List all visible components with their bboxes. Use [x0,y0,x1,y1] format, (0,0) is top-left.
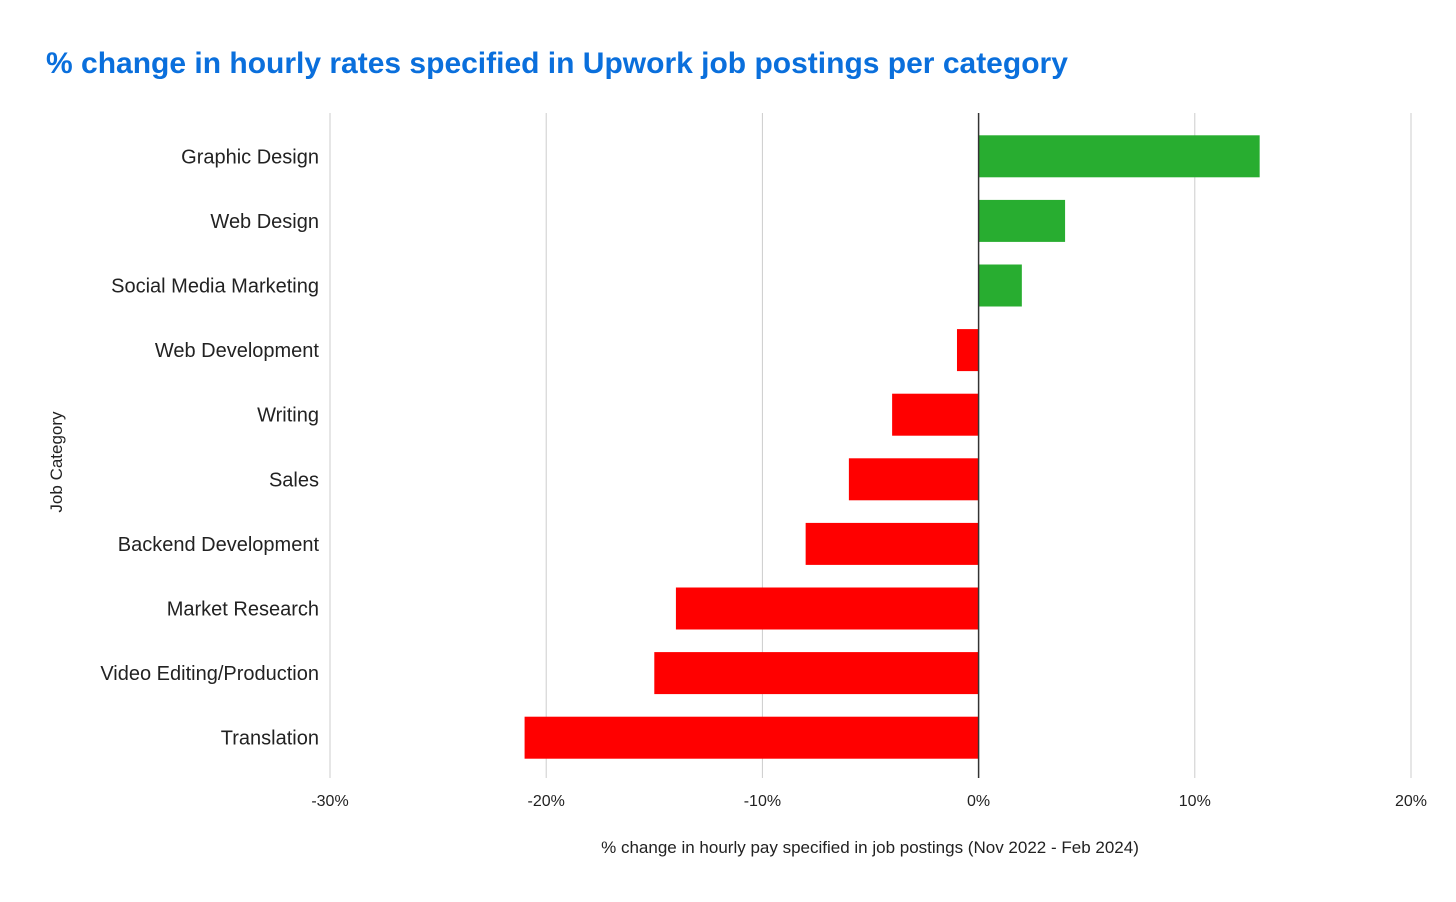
bar [978,199,1066,242]
x-tick-label: 20% [1395,793,1427,810]
category-label: Web Design [210,211,319,233]
category-label: Market Research [167,599,319,621]
bar [805,522,979,565]
category-label: Web Development [155,340,320,362]
bar [848,458,979,501]
category-label: Writing [257,405,319,427]
bar [978,135,1260,178]
x-tick-labels: -30% -20% -10% 0% 10% 20% [311,793,1427,810]
category-label: Backend Development [118,534,320,556]
bars [524,135,1260,759]
bar [978,264,1022,307]
category-labels: Graphic Design Web Design Social Media Mar… [100,146,319,749]
x-tick-label: -10% [744,793,781,810]
category-label: Sales [269,469,319,491]
bar [654,652,979,695]
bar [524,716,979,759]
category-label: Social Media Marketing [111,276,319,298]
y-axis-label: Job Category [47,411,66,513]
bar [892,393,979,436]
bar [956,329,979,372]
chart-title: % change in hourly rates specified in Up… [46,47,1068,80]
x-tick-label: -20% [528,793,565,810]
x-tick-label: 10% [1179,793,1211,810]
bar [675,587,979,630]
x-axis-label: % change in hourly pay specified in job … [601,838,1139,857]
category-label: Graphic Design [181,146,319,168]
category-label: Translation [221,728,319,750]
x-tick-label: -30% [311,793,348,810]
x-tick-label: 0% [967,793,990,810]
category-label: Video Editing/Production [100,663,319,685]
